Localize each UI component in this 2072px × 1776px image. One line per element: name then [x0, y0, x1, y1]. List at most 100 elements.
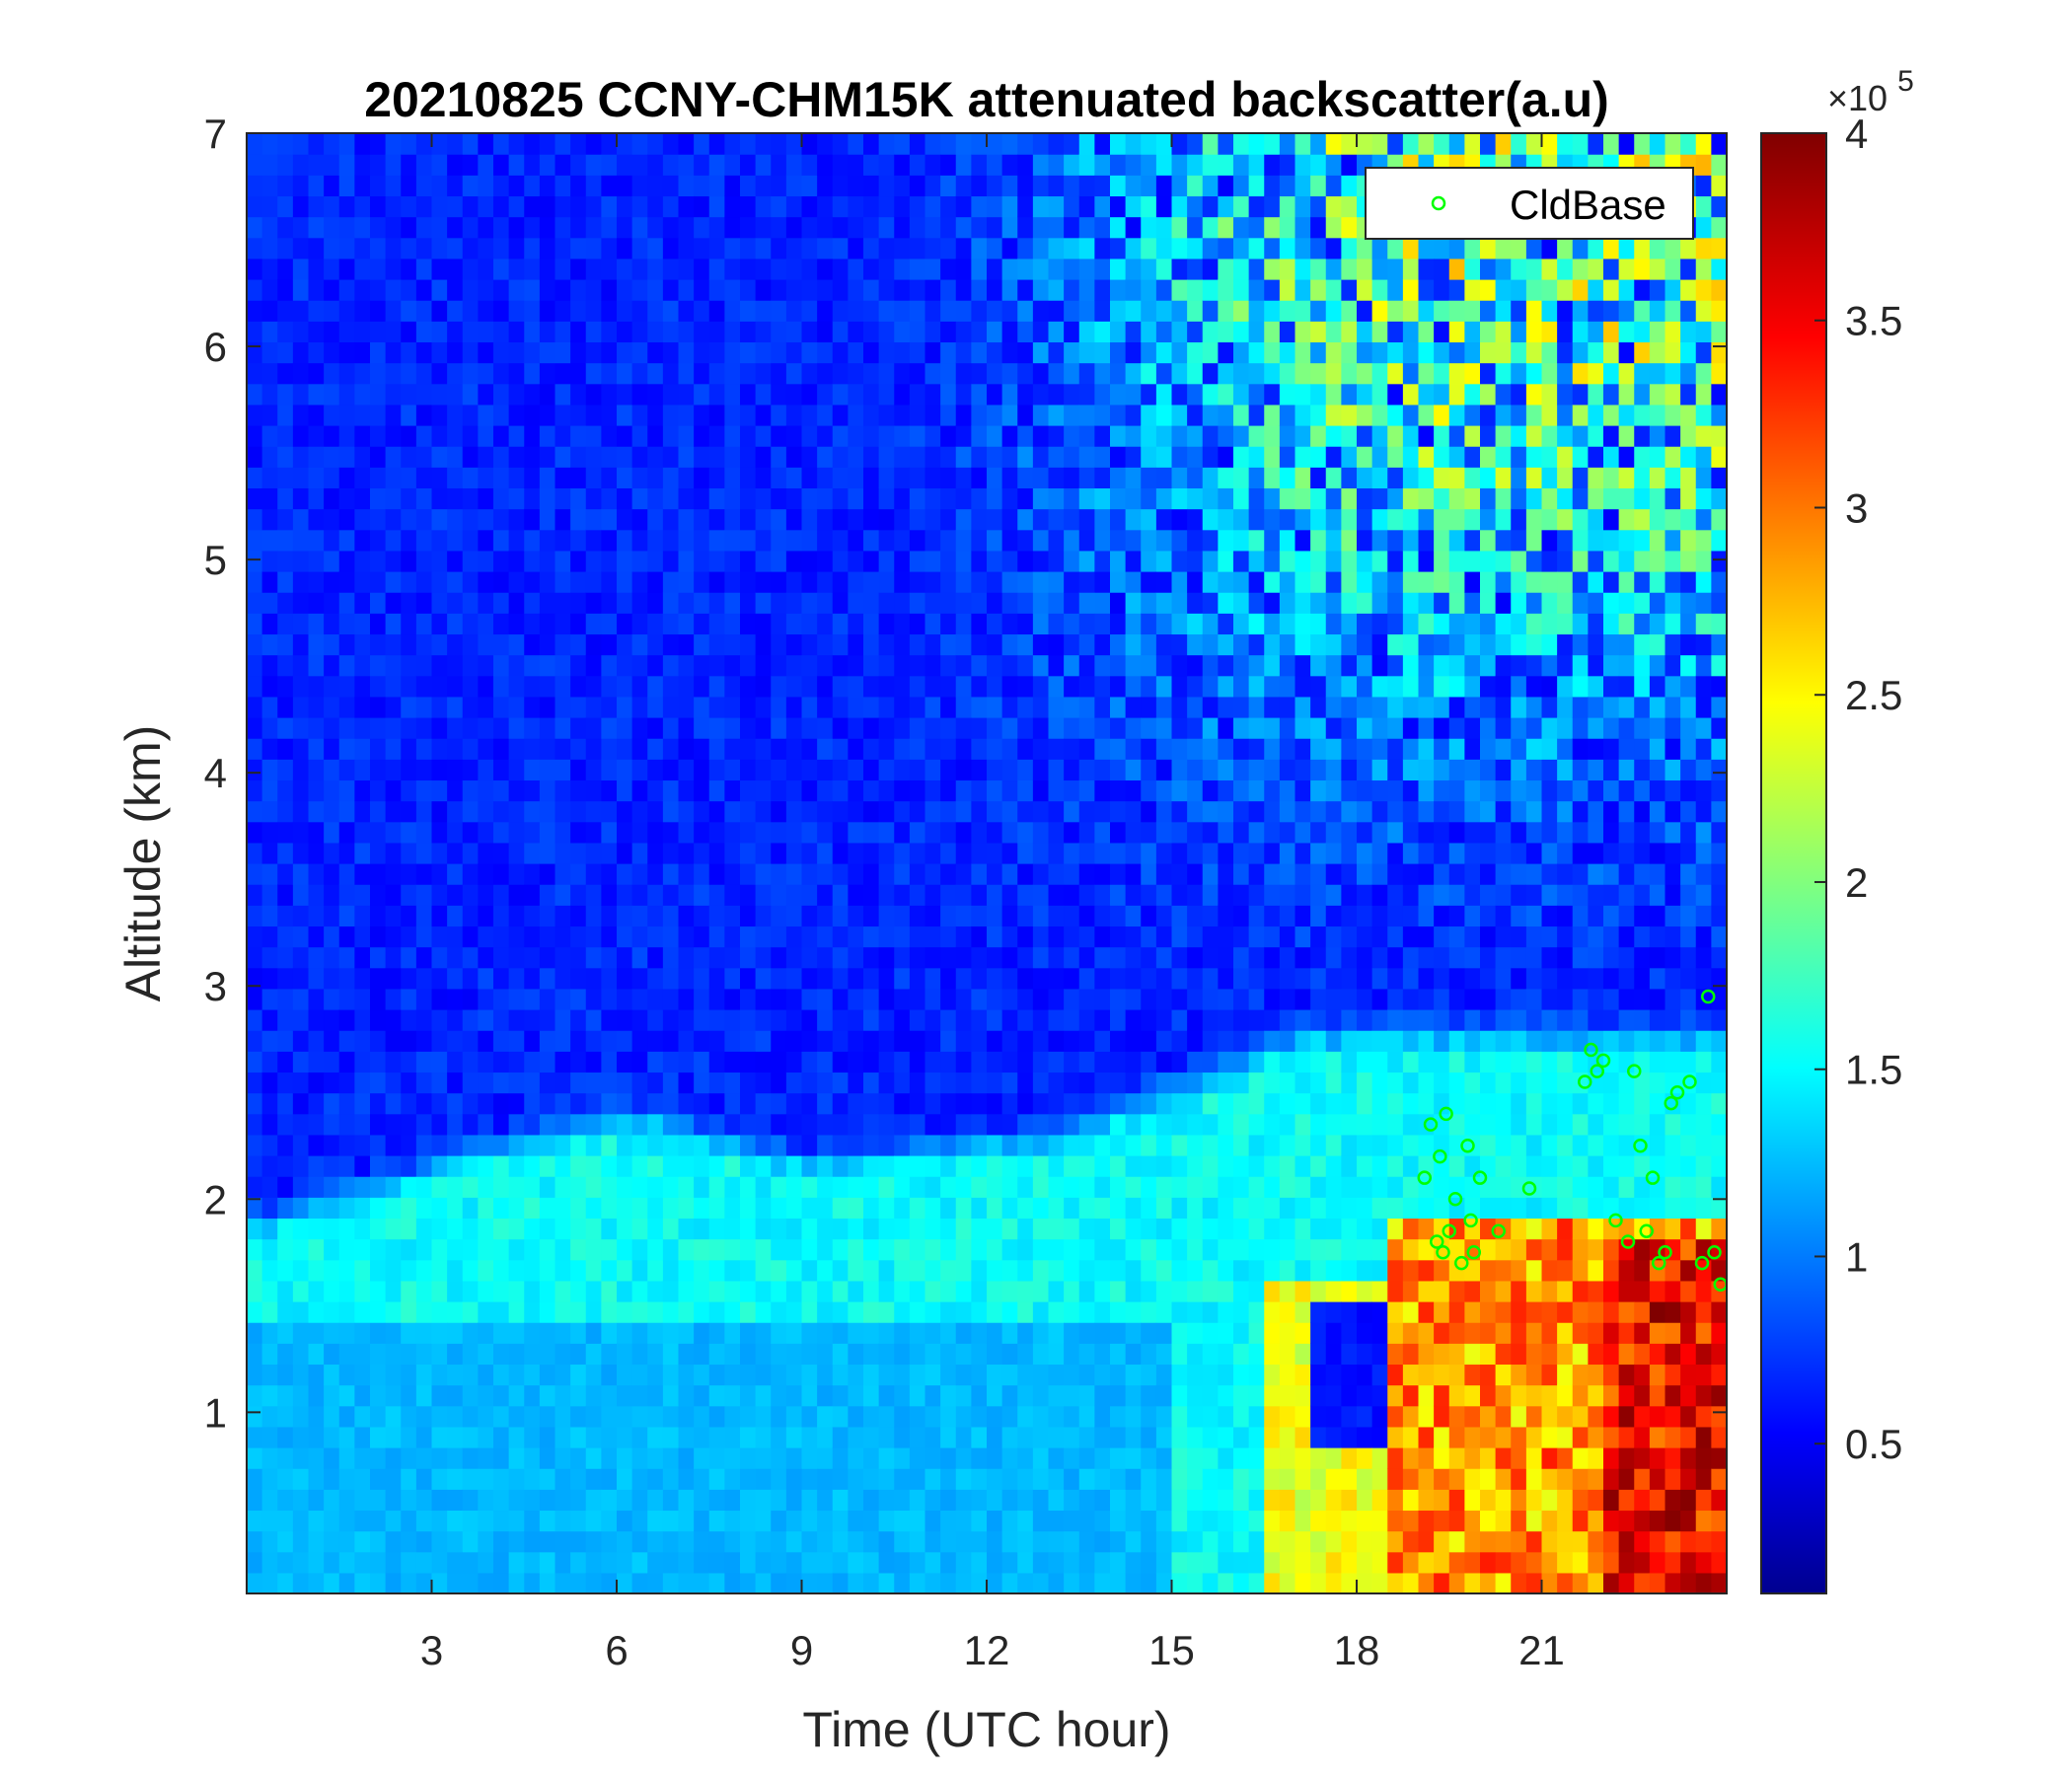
heatmap-cell — [910, 446, 925, 468]
heatmap-cell — [694, 738, 709, 760]
heatmap-cell — [1249, 1030, 1265, 1052]
heatmap-cell — [756, 300, 772, 322]
heatmap-cell — [262, 801, 278, 823]
heatmap-cell — [647, 384, 663, 406]
heatmap-cell — [987, 1447, 1002, 1469]
heatmap-cell — [910, 363, 925, 385]
heatmap-cell — [740, 759, 756, 780]
heatmap-cell — [247, 633, 262, 655]
heatmap-cell — [493, 1364, 509, 1385]
heatmap-cell — [647, 217, 663, 239]
heatmap-cell — [1064, 363, 1079, 385]
heatmap-cell — [447, 1406, 463, 1428]
heatmap-cell — [1094, 1155, 1110, 1177]
heatmap-cell — [540, 341, 555, 363]
heatmap-cell — [1017, 1176, 1033, 1198]
heatmap-cell — [863, 1218, 879, 1239]
heatmap-cell — [478, 1239, 493, 1261]
heatmap-cell — [478, 1093, 493, 1115]
heatmap-cell — [277, 905, 293, 926]
heatmap-cell — [694, 1531, 709, 1553]
heatmap-cell — [247, 300, 262, 322]
heatmap-cell — [432, 300, 448, 322]
heatmap-cell — [1326, 1239, 1342, 1261]
heatmap-cell — [817, 341, 833, 363]
heatmap-cell — [478, 697, 493, 718]
heatmap-cell — [1064, 697, 1079, 718]
heatmap-cell — [293, 425, 309, 447]
heatmap-cell — [1141, 1051, 1156, 1073]
heatmap-cell — [416, 1051, 432, 1073]
heatmap-cell — [848, 341, 863, 363]
heatmap-cell — [1280, 592, 1295, 614]
heatmap-cell — [1141, 321, 1156, 342]
heatmap-cell — [833, 259, 849, 280]
heatmap-cell — [262, 384, 278, 406]
heatmap-cell — [1280, 1009, 1295, 1031]
heatmap-cell — [293, 801, 309, 823]
heatmap-cell — [262, 863, 278, 885]
heatmap-cell — [1156, 1197, 1172, 1219]
heatmap-cell — [1110, 1009, 1126, 1031]
heatmap-cell — [354, 1573, 370, 1594]
heatmap-cell — [848, 1385, 863, 1407]
heatmap-cell — [493, 1030, 509, 1052]
heatmap-cell — [1002, 509, 1018, 531]
heatmap-cell — [401, 195, 416, 217]
heatmap-cell — [971, 655, 987, 677]
heatmap-cell — [601, 238, 617, 259]
heatmap-cell — [1049, 1343, 1065, 1365]
heatmap-cell — [709, 1218, 725, 1239]
heatmap-cell — [679, 1135, 695, 1156]
heatmap-cell — [1126, 363, 1142, 385]
heatmap-cell — [1141, 655, 1156, 677]
heatmap-cell — [709, 571, 725, 593]
heatmap-cell — [1110, 863, 1126, 885]
heatmap-cell — [293, 759, 309, 780]
heatmap-cell — [632, 1072, 648, 1093]
heatmap-cell — [555, 822, 571, 844]
heatmap-cell — [1326, 1260, 1342, 1282]
heatmap-cell — [524, 238, 540, 259]
heatmap-cell — [586, 1364, 602, 1385]
heatmap-cell — [1002, 1135, 1018, 1156]
heatmap-cell — [940, 779, 956, 801]
heatmap-cell — [447, 1573, 463, 1594]
heatmap-cell — [1264, 1510, 1280, 1531]
heatmap-cell — [786, 530, 802, 552]
heatmap-cell — [1172, 1427, 1188, 1448]
heatmap-cell — [987, 259, 1002, 280]
heatmap-cell — [724, 1176, 740, 1198]
heatmap-cell — [1264, 321, 1280, 342]
heatmap-cell — [509, 613, 525, 634]
heatmap-cell — [354, 1114, 370, 1136]
heatmap-cell — [817, 571, 833, 593]
heatmap-cell — [277, 279, 293, 301]
heatmap-cell — [879, 154, 895, 176]
heatmap-cell — [956, 801, 972, 823]
heatmap-cell — [1310, 217, 1326, 239]
heatmap-cell — [601, 551, 617, 572]
heatmap-cell — [339, 697, 355, 718]
heatmap-cell — [756, 133, 772, 155]
heatmap-cell — [1218, 1301, 1233, 1323]
heatmap-cell — [463, 592, 479, 614]
heatmap-cell — [663, 633, 679, 655]
heatmap-cell — [1141, 1447, 1156, 1469]
heatmap-cell — [910, 592, 925, 614]
heatmap-cell — [848, 1573, 863, 1594]
heatmap-cell — [925, 1301, 941, 1323]
heatmap-cell — [339, 613, 355, 634]
heatmap-cell — [401, 1427, 416, 1448]
heatmap-cell — [463, 1239, 479, 1261]
heatmap-cell — [1064, 467, 1079, 488]
heatmap-cell — [740, 905, 756, 926]
heatmap-cell — [432, 259, 448, 280]
heatmap-cell — [879, 697, 895, 718]
heatmap-cell — [247, 1489, 262, 1511]
heatmap-cell — [1280, 300, 1295, 322]
heatmap-cell — [786, 321, 802, 342]
heatmap-cell — [833, 363, 849, 385]
heatmap-cell — [1110, 259, 1126, 280]
heatmap-cell — [833, 1364, 849, 1385]
